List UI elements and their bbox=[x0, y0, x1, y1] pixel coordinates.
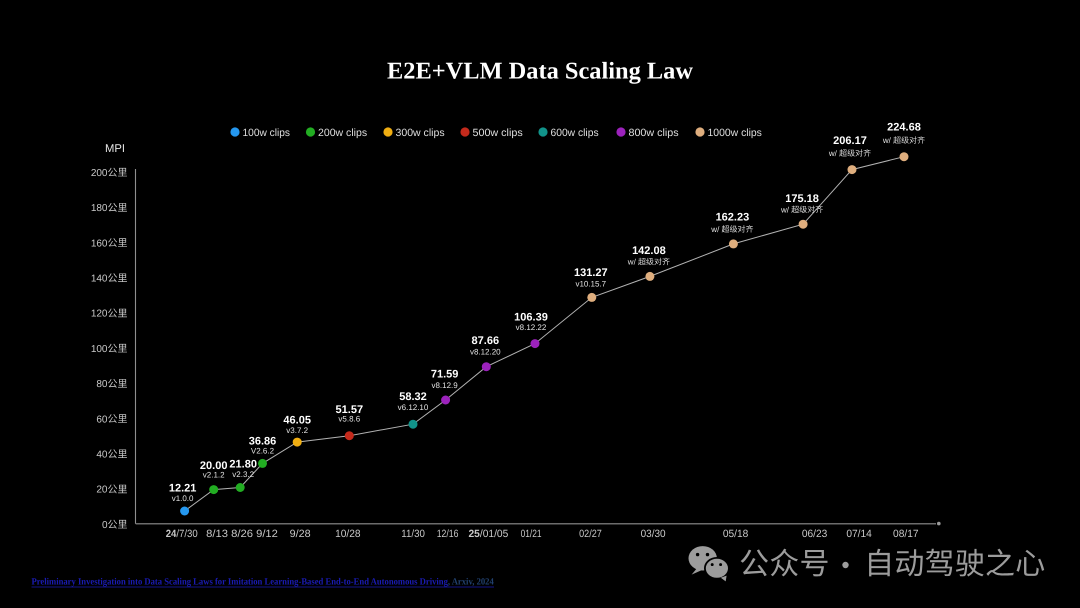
svg-text:05/18: 05/18 bbox=[723, 528, 749, 540]
svg-text:206.17: 206.17 bbox=[833, 135, 867, 147]
svg-text:Preliminary Investigation into: Preliminary Investigation into Data Scal… bbox=[32, 578, 495, 588]
svg-text:MPI: MPI bbox=[105, 143, 125, 155]
svg-text:12/16: 12/16 bbox=[437, 528, 459, 540]
svg-text:106.39: 106.39 bbox=[514, 311, 548, 323]
svg-text:71.59: 71.59 bbox=[431, 368, 459, 380]
svg-text:01/21: 01/21 bbox=[521, 528, 542, 540]
svg-text:12.21: 12.21 bbox=[169, 482, 197, 494]
svg-text:142.08: 142.08 bbox=[632, 245, 666, 257]
svg-text:0: 0 bbox=[102, 520, 108, 531]
svg-text:300w clips: 300w clips bbox=[396, 127, 445, 139]
svg-text:20.00: 20.00 bbox=[200, 460, 228, 472]
svg-text:40: 40 bbox=[96, 450, 108, 461]
svg-text:v8.12.22: v8.12.22 bbox=[516, 323, 547, 332]
svg-text:8/13: 8/13 bbox=[206, 528, 228, 540]
svg-text:v1.0.0: v1.0.0 bbox=[172, 494, 194, 503]
svg-text:11/30: 11/30 bbox=[401, 528, 425, 540]
svg-text:100: 100 bbox=[91, 344, 108, 355]
svg-text:175.18: 175.18 bbox=[785, 193, 819, 205]
svg-text:02/27: 02/27 bbox=[579, 528, 602, 540]
svg-text:9/28: 9/28 bbox=[290, 528, 311, 540]
svg-text:1000w clips: 1000w clips bbox=[708, 127, 762, 139]
svg-text:800w clips: 800w clips bbox=[629, 127, 679, 139]
svg-text:224.68: 224.68 bbox=[887, 121, 921, 133]
svg-text:60: 60 bbox=[96, 414, 108, 425]
svg-text:140: 140 bbox=[91, 274, 108, 285]
svg-text:10/28: 10/28 bbox=[335, 528, 361, 540]
svg-text:180: 180 bbox=[91, 203, 108, 214]
svg-text:131.27: 131.27 bbox=[574, 267, 608, 279]
svg-text:E2E+VLM Data Scaling Law: E2E+VLM Data Scaling Law bbox=[387, 59, 694, 85]
svg-text:600w clips: 600w clips bbox=[551, 127, 599, 139]
svg-text:w/: w/ bbox=[780, 205, 790, 214]
svg-text:87.66: 87.66 bbox=[472, 335, 500, 347]
svg-text:120: 120 bbox=[91, 309, 108, 320]
svg-text:25/01/05: 25/01/05 bbox=[468, 528, 508, 540]
svg-text:500w clips: 500w clips bbox=[473, 127, 523, 139]
svg-text:162.23: 162.23 bbox=[716, 212, 750, 224]
svg-text:51.57: 51.57 bbox=[336, 404, 364, 416]
svg-text:w/: w/ bbox=[828, 149, 838, 158]
svg-text:v5.8.6: v5.8.6 bbox=[338, 415, 360, 424]
svg-text:06/23: 06/23 bbox=[802, 528, 828, 540]
svg-text:v3.7.2: v3.7.2 bbox=[286, 426, 308, 435]
svg-text:46.05: 46.05 bbox=[283, 414, 311, 426]
svg-text:58.32: 58.32 bbox=[399, 391, 427, 403]
svg-text:v8.12.9: v8.12.9 bbox=[431, 381, 458, 390]
svg-text:200: 200 bbox=[91, 168, 108, 179]
svg-text:v2.3.2: v2.3.2 bbox=[232, 470, 254, 479]
svg-text:160: 160 bbox=[91, 238, 108, 249]
svg-text:20: 20 bbox=[96, 485, 108, 496]
svg-text:w/: w/ bbox=[627, 258, 637, 267]
svg-text:03/30: 03/30 bbox=[641, 528, 666, 540]
svg-text:8/26: 8/26 bbox=[231, 528, 253, 540]
svg-text:100w clips: 100w clips bbox=[243, 127, 291, 139]
svg-text:36.86: 36.86 bbox=[249, 436, 277, 448]
svg-text:08/17: 08/17 bbox=[893, 528, 919, 540]
svg-text:24/7/30: 24/7/30 bbox=[166, 528, 198, 540]
svg-text:07/14: 07/14 bbox=[846, 528, 872, 540]
svg-text:9/12: 9/12 bbox=[256, 528, 278, 540]
svg-text:80: 80 bbox=[96, 379, 108, 390]
svg-text:v2.1.2: v2.1.2 bbox=[203, 471, 225, 480]
svg-text:21.80: 21.80 bbox=[229, 459, 257, 471]
svg-text:v8.12.20: v8.12.20 bbox=[470, 348, 501, 357]
svg-text:w/: w/ bbox=[882, 136, 892, 145]
svg-text:v6.12.10: v6.12.10 bbox=[398, 403, 429, 412]
svg-text:200w clips: 200w clips bbox=[318, 127, 367, 139]
svg-text:v10.15.7: v10.15.7 bbox=[575, 279, 606, 288]
svg-text:w/: w/ bbox=[710, 225, 720, 234]
svg-text:V2.6.2: V2.6.2 bbox=[251, 446, 275, 455]
